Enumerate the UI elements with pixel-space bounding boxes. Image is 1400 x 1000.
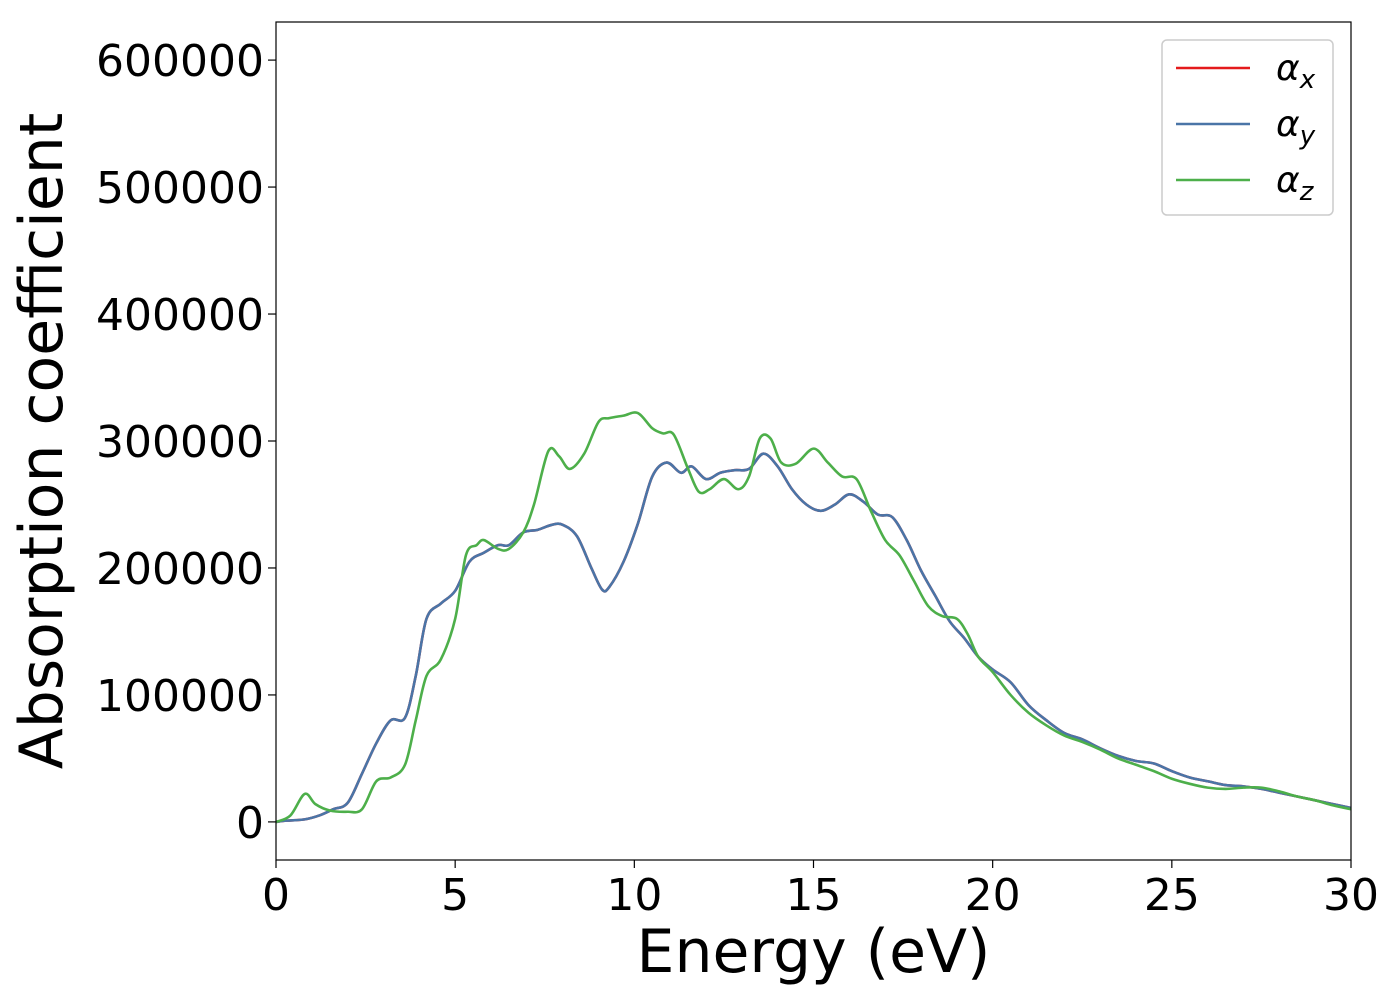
- x-tick-label: 0: [262, 870, 290, 921]
- x-axis-ticks: 0 5 10 15 20 25 30: [262, 860, 1379, 921]
- y-tick-label: 200000: [96, 544, 264, 595]
- y-tick-label: 100000: [96, 671, 264, 722]
- legend-label: αy: [1276, 104, 1316, 151]
- y-axis-ticks: 0 100000 200000 300000 400000 500000 600000: [96, 36, 276, 849]
- legend-box: [1161, 39, 1334, 216]
- y-tick-label: 500000: [96, 163, 264, 214]
- x-axis-label: Energy (eV): [637, 917, 991, 987]
- x-tick-label: 25: [1144, 870, 1200, 921]
- y-tick-label: 600000: [96, 36, 264, 87]
- series-line-alpha-y: [276, 452, 1351, 824]
- y-tick-label: 300000: [96, 417, 264, 468]
- legend-label: αx: [1276, 48, 1316, 95]
- legend-label: αz: [1276, 160, 1315, 207]
- y-tick-label: 0: [236, 798, 264, 849]
- y-tick-label: 400000: [96, 290, 264, 341]
- x-tick-label: 10: [606, 870, 662, 921]
- x-tick-label: 30: [1323, 870, 1379, 921]
- x-tick-label: 15: [786, 870, 842, 921]
- y-axis-label: Absorption coefficient: [7, 113, 77, 770]
- x-tick-label: 20: [965, 870, 1021, 921]
- legend: αx αy αz: [1161, 39, 1334, 216]
- x-tick-label: 5: [441, 870, 469, 921]
- series-line-alpha-z: [276, 411, 1351, 824]
- series-layer: [276, 411, 1351, 824]
